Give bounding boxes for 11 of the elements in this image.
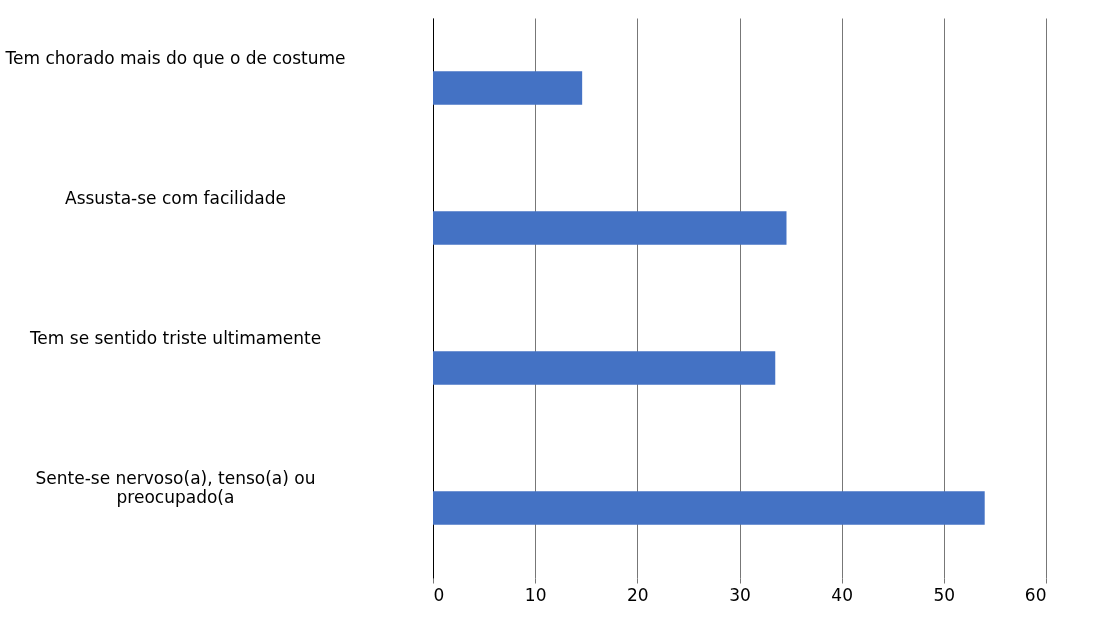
x-tick-label: 20 bbox=[627, 584, 649, 605]
x-tick-label: 30 bbox=[729, 584, 751, 605]
x-tick-label: 10 bbox=[524, 584, 547, 605]
y-tick-label: Assusta-se com facilidade bbox=[65, 188, 286, 208]
x-tick-label: 40 bbox=[831, 584, 853, 605]
y-tick-label: Tem se sentido triste ultimamente bbox=[28, 328, 322, 348]
x-tick-label: 0 bbox=[433, 584, 445, 605]
x-tick-label: 50 bbox=[933, 584, 956, 605]
y-tick-label: Sente-se nervoso(a), tenso(a) ou preocupado(a bbox=[35, 468, 316, 507]
x-tick-label: 60 bbox=[1024, 584, 1047, 605]
y-tick-label: Tem chorado mais do que o de costume bbox=[4, 48, 346, 68]
